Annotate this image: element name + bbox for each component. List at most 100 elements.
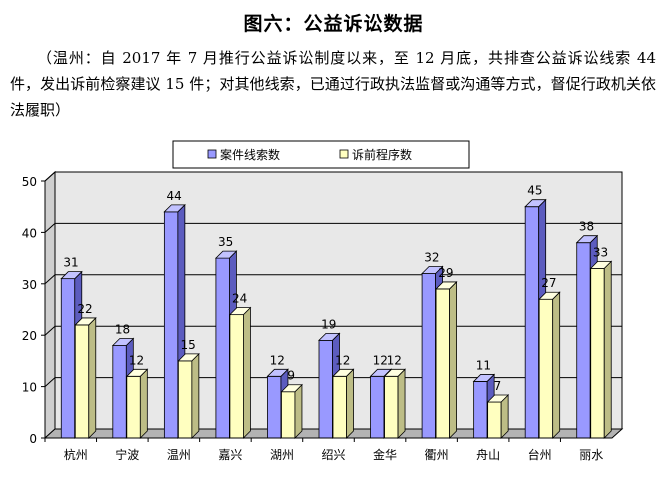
bar-top xyxy=(524,199,547,208)
data-label: 12 xyxy=(373,353,388,367)
bar-top xyxy=(383,368,407,377)
bar-top xyxy=(538,291,561,300)
bar-top xyxy=(125,368,149,377)
legend-label-1: 诉前程序数 xyxy=(352,147,412,162)
bar-front xyxy=(267,375,282,439)
bar-preprocedure-3 xyxy=(228,306,252,439)
y-tick-label: 20 xyxy=(22,329,37,343)
bar-front xyxy=(126,375,141,439)
data-label: 27 xyxy=(541,276,556,290)
page-title: 图六：公益诉讼数据 xyxy=(243,13,424,35)
data-label: 22 xyxy=(77,302,92,316)
x-tick-label: 嘉兴 xyxy=(218,448,242,462)
legend-box xyxy=(172,140,470,169)
legend: 案件线索数 诉前程序数 xyxy=(172,140,470,169)
y-tick-label: 50 xyxy=(22,175,37,189)
bar-top xyxy=(421,266,444,274)
x-tick-label: 金华 xyxy=(373,447,397,462)
bar-side xyxy=(346,368,354,439)
bar-front xyxy=(538,298,554,439)
bars xyxy=(60,198,613,439)
bar-front xyxy=(177,360,193,439)
x-tick-label: 丽水 xyxy=(579,448,603,462)
bar-front xyxy=(332,375,347,439)
bar-side xyxy=(449,280,457,439)
x-tick-label: 杭州 xyxy=(64,447,88,462)
bar-front xyxy=(163,211,179,439)
axes: 0 10 20 30 40 50 杭州 宁波 温州 嘉兴 湖州 绍兴 金华 衢州 舟山 台州 丽水 xyxy=(22,175,612,462)
legend-swatch-1 xyxy=(339,149,349,159)
bar-front xyxy=(318,339,333,439)
bar-front xyxy=(229,314,244,439)
bar-front xyxy=(74,324,90,439)
data-label: 12 xyxy=(129,353,144,367)
data-label: 9 xyxy=(287,369,295,383)
bar-front xyxy=(421,273,436,439)
data-label: 32 xyxy=(424,251,439,265)
x-tick-label: 绍兴 xyxy=(321,448,345,462)
bar-front xyxy=(215,257,230,439)
bar-top xyxy=(60,271,83,280)
bar-top xyxy=(266,368,289,377)
bar-front xyxy=(112,345,127,439)
data-label: 18 xyxy=(115,322,130,336)
y-tick-label: 10 xyxy=(22,381,37,395)
bar-top xyxy=(214,250,238,259)
bar-top xyxy=(163,204,186,213)
bar-clues-8 xyxy=(472,373,496,439)
bar-top xyxy=(435,281,458,290)
x-tick-label: 舟山 xyxy=(476,448,500,462)
side-wall xyxy=(44,170,56,440)
bar-top xyxy=(111,338,135,346)
x-tick-label: 温州 xyxy=(167,448,191,462)
bar-preprocedure-4 xyxy=(280,383,303,439)
bar-side xyxy=(552,291,561,439)
bar-top xyxy=(177,353,200,362)
bar-preprocedure-0 xyxy=(74,316,97,439)
data-label: 15 xyxy=(180,338,195,352)
data-label: 35 xyxy=(218,235,233,249)
data-label: 19 xyxy=(321,317,336,331)
data-label: 45 xyxy=(527,184,542,198)
description-note: （温州：自 2017 年 7 月推行公益诉讼制度以来，至 12 月底，共排查公益… xyxy=(10,49,656,119)
data-label: 38 xyxy=(579,220,594,234)
data-label: 12 xyxy=(335,353,350,367)
legend-swatch-0 xyxy=(207,149,217,159)
bar-preprocedure-6 xyxy=(383,368,407,439)
bar-front xyxy=(590,267,605,439)
bar-front xyxy=(370,375,385,439)
bar-side xyxy=(397,368,406,439)
bar-front xyxy=(281,391,296,439)
bar-preprocedure-5 xyxy=(332,368,355,439)
bar-preprocedure-10 xyxy=(589,260,613,439)
x-tick-label: 衢州 xyxy=(425,448,449,462)
gridline xyxy=(44,171,622,182)
data-label: 33 xyxy=(593,245,608,259)
bar-top xyxy=(332,368,355,377)
y-tick-label: 0 xyxy=(29,432,37,446)
data-label: 44 xyxy=(166,189,181,203)
bar-side xyxy=(88,316,97,439)
bar-top xyxy=(472,374,496,382)
data-label: 11 xyxy=(476,358,491,372)
data-label: 12 xyxy=(387,353,402,367)
bar-side xyxy=(191,352,200,439)
bar-side xyxy=(294,383,303,439)
bar-top xyxy=(74,317,97,326)
bar-front xyxy=(384,375,399,439)
x-tick-label: 湖州 xyxy=(270,447,294,462)
gridline xyxy=(44,222,622,233)
bar-preprocedure-9 xyxy=(538,291,561,439)
data-label: 12 xyxy=(270,353,285,367)
x-tick-label: 台州 xyxy=(528,447,552,462)
bar-preprocedure-2 xyxy=(177,352,200,439)
data-label: 24 xyxy=(232,292,247,306)
bar-front xyxy=(60,278,76,439)
bar-front xyxy=(576,242,591,439)
bar-front xyxy=(487,401,502,439)
bar-top xyxy=(486,394,510,403)
bar-front xyxy=(473,381,488,439)
bar-top xyxy=(280,384,303,393)
